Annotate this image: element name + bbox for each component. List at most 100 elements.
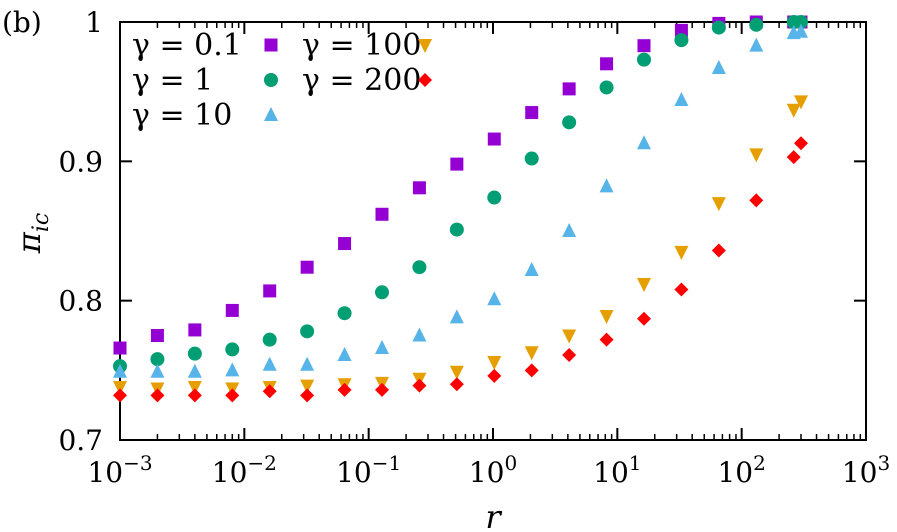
data-point [524,363,539,378]
x-tick-label: 10−3 [87,451,152,489]
data-point [300,260,314,274]
data-point [449,222,464,237]
data-point [524,262,539,277]
data-point [225,362,240,377]
data-point [674,92,689,107]
data-point [711,197,726,212]
data-point [113,341,127,355]
data-point [674,33,689,48]
data-point [487,132,501,146]
data-point [637,39,651,53]
data-point [525,106,539,120]
legend-marker [418,73,432,87]
data-point [187,346,202,361]
data-point [337,306,352,321]
data-point [524,151,539,166]
y-tick-label: 1 [85,6,103,39]
data-point [374,340,389,355]
x-tick-label: 103 [842,451,890,489]
data-point [187,381,202,396]
legend-marker [264,38,278,52]
data-markers [113,15,808,403]
data-point [487,291,502,306]
data-point [113,381,127,396]
data-point [188,323,202,337]
legend-label: γ = 1 [132,63,213,98]
data-point [300,356,315,371]
data-point [674,245,689,260]
y-axis-title: πic [10,213,54,254]
legend-entry: γ = 10 [132,98,278,133]
data-point [150,352,165,367]
data-point [711,243,726,258]
legend-marker [418,39,432,53]
series-2 [113,23,808,378]
series-0 [113,15,808,355]
series-3 [113,95,808,397]
y-axis-ticks: 0.7 0.8 0.9 1 [58,6,866,457]
data-point [636,277,651,292]
legend-label: γ = 10 [132,98,232,133]
data-point [711,59,726,74]
data-point [599,332,614,347]
data-point [636,311,651,326]
data-point [262,332,277,347]
data-point [412,327,427,342]
data-point [113,388,127,403]
x-axis-ticks: 10−3 10−2 10−1 100 101 102 103 [87,22,890,489]
data-point [793,23,808,38]
data-point [225,388,240,403]
data-point [487,368,502,383]
data-point [793,15,808,29]
data-point [636,135,651,150]
data-point [150,388,165,403]
data-point [599,178,614,193]
data-point [449,377,464,392]
x-tick-label: 10−2 [212,451,277,489]
data-point [263,284,277,298]
data-point [711,20,726,35]
data-point [412,181,426,195]
legend-label: γ = 100 [302,28,421,63]
data-point [562,348,577,363]
data-point [599,80,614,95]
data-point [374,382,389,397]
data-point [300,388,315,403]
data-point [487,355,502,370]
data-point [786,150,801,165]
data-point [375,207,389,221]
data-point [337,347,352,362]
data-point [749,193,764,208]
data-point [749,17,764,32]
panel-label: (b) [2,6,42,39]
y-tick-label: 0.9 [58,145,103,178]
legend-marker [264,107,278,121]
svg-text:πic: πic [10,213,54,254]
data-point [449,309,464,324]
x-tick-label: 101 [593,451,641,489]
legend-entry: γ = 1 [132,63,278,98]
x-axis-title: r [485,498,502,532]
x-tick-label: 100 [469,451,517,489]
data-point [449,365,464,380]
data-point [300,324,315,339]
data-point [562,115,577,130]
legend-label: γ = 200 [302,63,421,98]
data-point [599,309,614,324]
data-point [562,223,577,237]
series-4 [113,136,808,403]
data-point [187,363,202,378]
data-point [412,260,427,275]
legend-entry: γ = 200 [302,63,432,98]
data-point [337,382,352,397]
data-point [562,329,577,344]
data-point [412,378,427,393]
data-point [524,346,539,361]
data-point [793,136,808,151]
data-point [674,282,689,297]
data-point [487,190,502,205]
data-point [225,303,239,317]
data-point [786,103,801,118]
